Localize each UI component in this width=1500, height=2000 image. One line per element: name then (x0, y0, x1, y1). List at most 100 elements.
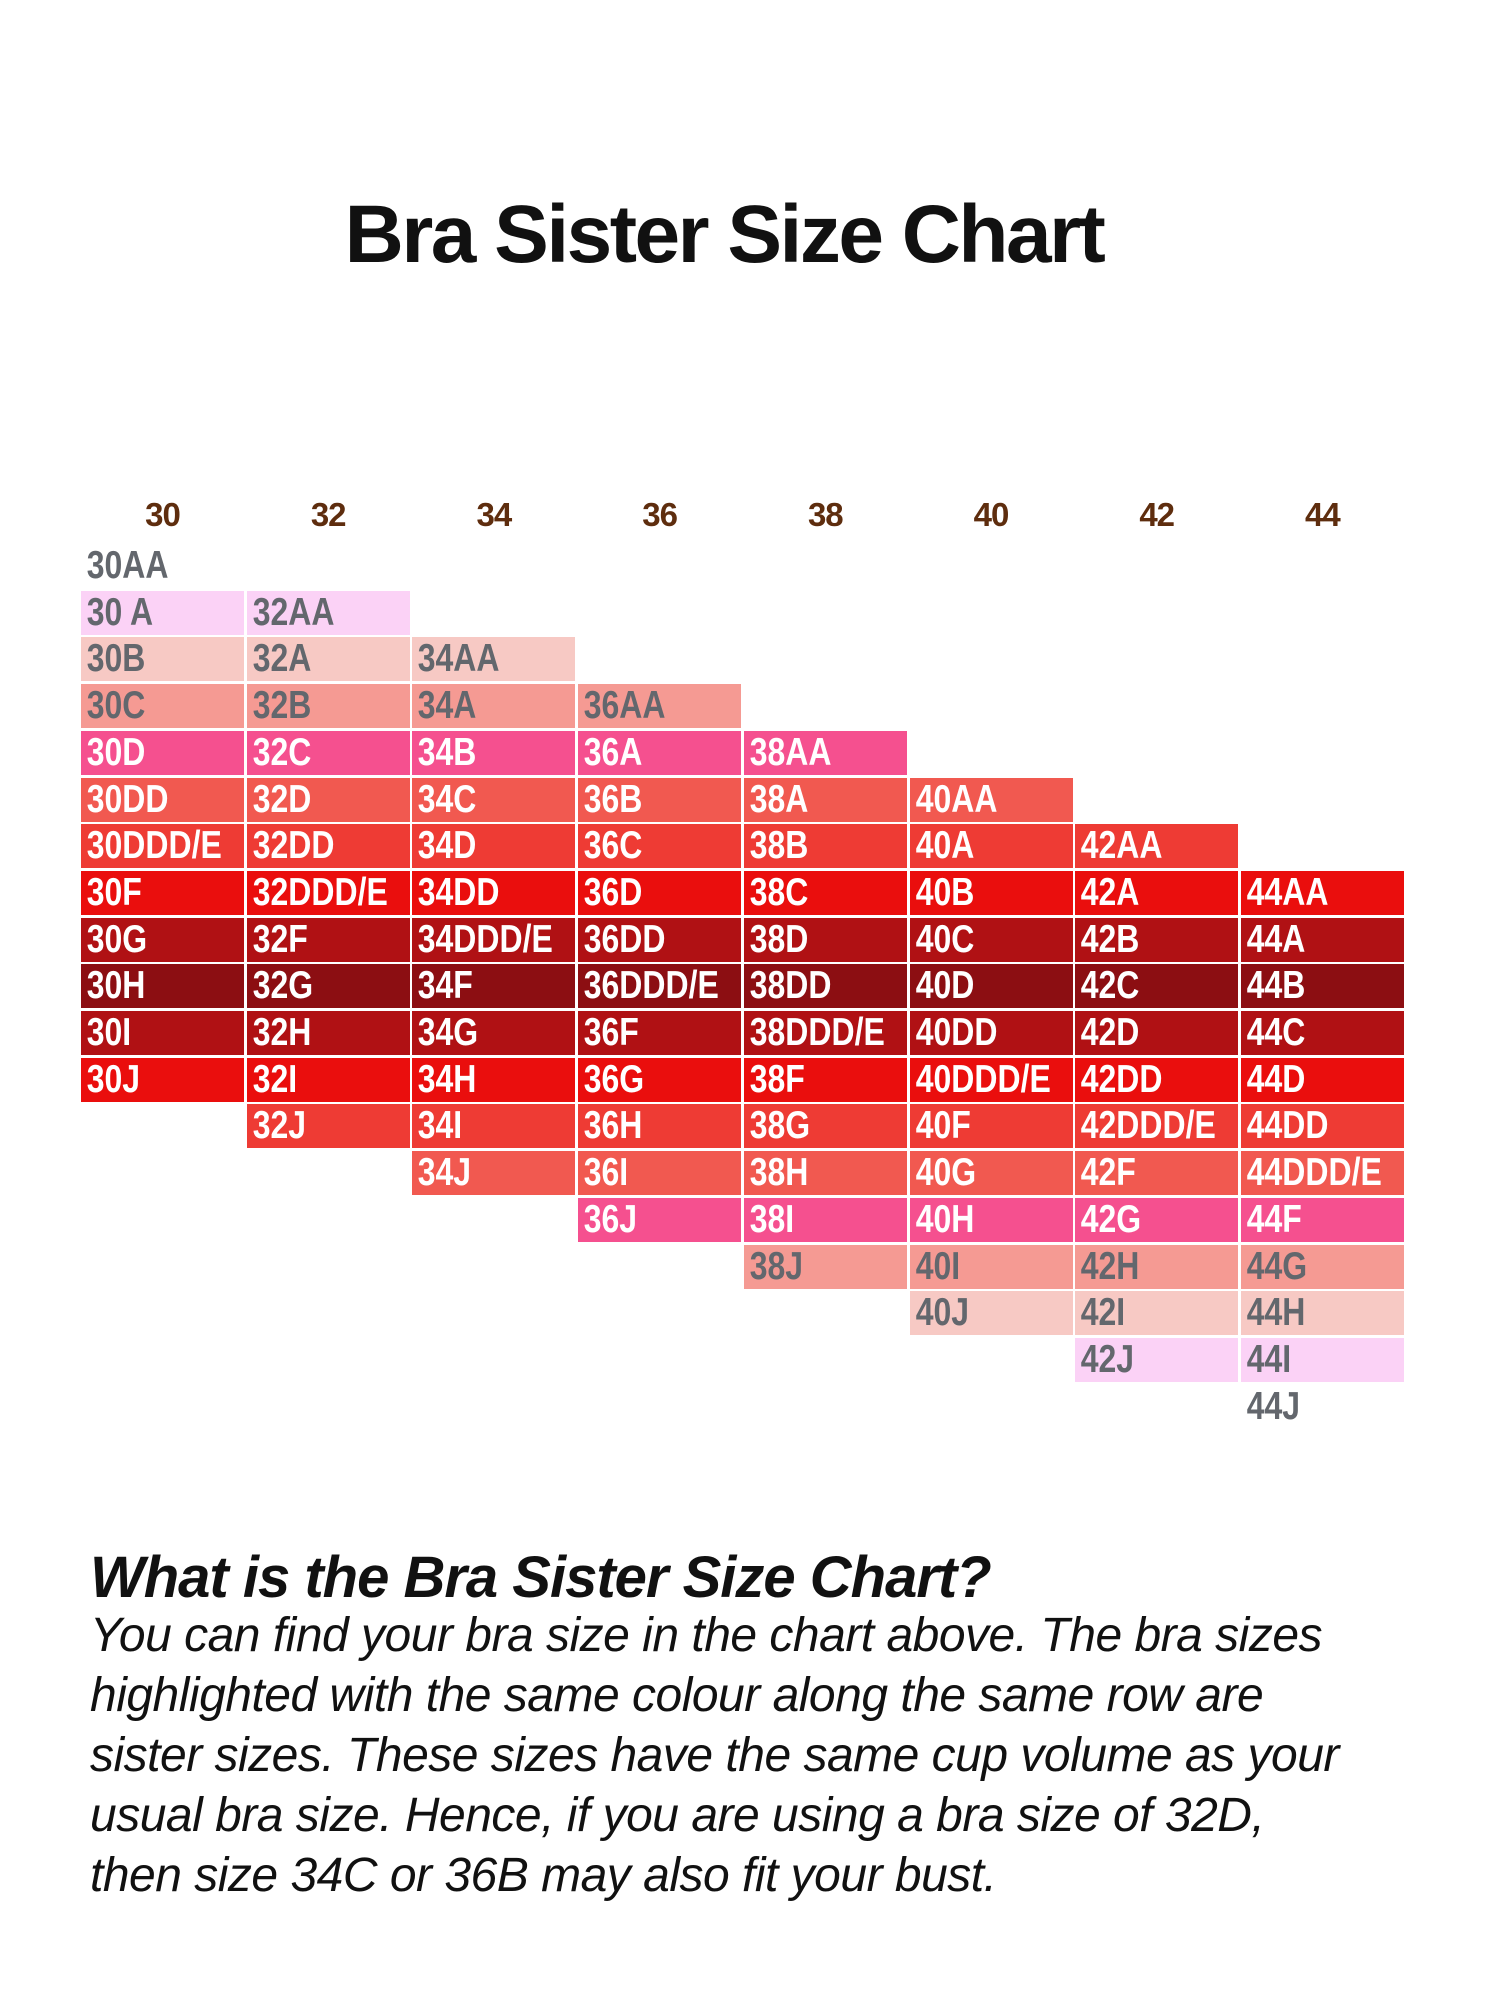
size-cell: 36DD (578, 917, 742, 962)
paragraph-line: usual bra size. Hence, if you are using … (90, 1789, 1265, 1842)
size-cell: 42I (1075, 1291, 1239, 1336)
size-cell: 38DD (743, 964, 907, 1009)
size-cell: 42J (1075, 1337, 1239, 1382)
size-cell-label: 32AA (252, 590, 335, 634)
size-cell-label: 34F (418, 964, 474, 1008)
size-cell-label: 44C (1246, 1011, 1306, 1054)
size-cell: 30B (81, 637, 244, 682)
size-cell: 40A (909, 824, 1073, 869)
size-cell-label: 34B (418, 730, 477, 774)
size-cell: 30I (81, 1011, 244, 1055)
size-cell-label: 38J (749, 1244, 803, 1288)
size-cell: 30G (81, 917, 244, 962)
size-cell-label: 40AA (915, 777, 998, 821)
size-cell-label: 30F (86, 870, 142, 914)
size-cell: 44B (1240, 964, 1404, 1009)
size-cell: 42A (1075, 870, 1239, 915)
size-cell-label: 32C (252, 730, 312, 774)
chart-title: Bra Sister Size Chart (344, 189, 1106, 280)
size-cell: 36AA (578, 684, 742, 729)
size-cell-label: 42B (1080, 917, 1140, 961)
size-cell: 34A (412, 684, 576, 729)
size-cell: 34H (412, 1057, 576, 1102)
size-cell: 34AA (412, 637, 576, 682)
size-cell: 32I (246, 1057, 410, 1102)
size-cell-label: 38C (749, 870, 809, 914)
size-cell: 34B (412, 730, 576, 775)
size-cell-label: 44DD (1246, 1104, 1329, 1148)
size-cell: 32DDD/E (246, 870, 410, 915)
size-cell: 36C (578, 824, 742, 869)
size-cell: 30C (81, 684, 244, 729)
size-cell: 38D (743, 917, 907, 962)
size-cell-label: 40D (915, 964, 974, 1008)
size-cell: 34DD (412, 870, 576, 915)
size-cell: 42B (1075, 917, 1239, 962)
size-cell: 38G (743, 1104, 907, 1149)
size-cell: 38B (743, 824, 907, 869)
size-cell: 38DDD/E (743, 1011, 907, 1055)
size-cell: 32H (246, 1011, 410, 1055)
size-cell-label: 32J (252, 1104, 306, 1148)
size-cell-label: 30I (86, 1011, 132, 1054)
size-cell: 34I (412, 1104, 576, 1149)
size-cell-label: 42I (1080, 1291, 1126, 1335)
band-header-38: 38 (807, 496, 844, 533)
size-cell-label: 32G (252, 964, 313, 1008)
size-cell: 42H (1075, 1244, 1239, 1289)
paragraph-line: sister sizes. These sizes have the same … (90, 1729, 1339, 1782)
size-cell: 40I (909, 1244, 1073, 1289)
size-cell-label: 34DD (418, 870, 500, 914)
size-cell-label: 30B (86, 637, 146, 681)
size-cell: 42G (1075, 1197, 1239, 1242)
size-cell: 40B (909, 870, 1073, 915)
size-cell: 40DDD/E (909, 1057, 1073, 1102)
size-cell: 32DD (246, 824, 410, 869)
size-cell: 30 A (81, 590, 244, 635)
band-header-42: 42 (1139, 496, 1175, 533)
size-cell: 32A (246, 637, 410, 682)
size-cell-label: 34G (418, 1011, 479, 1054)
size-cell-label: 42G (1080, 1197, 1142, 1241)
size-cell-label: 36F (583, 1011, 639, 1054)
size-cell-label: 44J (1246, 1384, 1300, 1428)
size-cell-label: 38H (749, 1151, 809, 1195)
size-cell: 42C (1075, 964, 1239, 1009)
size-cell-label: 36H (583, 1104, 643, 1148)
size-cell: 36H (578, 1104, 742, 1149)
size-cell-label: 42D (1080, 1011, 1140, 1054)
size-cell: 40AA (909, 777, 1073, 822)
size-cell-label: 32B (252, 684, 312, 728)
size-cell-label: 40C (915, 917, 974, 961)
size-cell: 34G (412, 1011, 576, 1055)
size-cell-label: 38A (749, 777, 809, 821)
size-cell: 44J (1241, 1385, 1404, 1429)
size-cell-label: 34I (418, 1104, 463, 1148)
size-cell-label: 32I (252, 1057, 297, 1101)
size-cell: 44I (1240, 1337, 1404, 1382)
size-cell: 42AA (1075, 824, 1239, 869)
size-cell-label: 42C (1080, 964, 1140, 1008)
size-cell-label: 34J (418, 1151, 472, 1195)
size-cell-label: 30H (86, 964, 146, 1008)
paragraph-line: You can find your bra size in the chart … (90, 1609, 1323, 1662)
size-cell: 38H (743, 1151, 907, 1196)
size-cell: 38I (743, 1197, 907, 1242)
size-cell-label: 30D (86, 730, 146, 774)
size-cell-label: 42DDD/E (1080, 1104, 1217, 1148)
size-cell: 38C (743, 870, 907, 915)
size-cell-label: 32H (252, 1011, 312, 1054)
size-cell: 34DDD/E (412, 917, 576, 962)
size-cell-label: 38DDD/E (749, 1011, 885, 1054)
size-cell: 30D (81, 730, 244, 775)
size-cell-label: 42J (1080, 1337, 1135, 1381)
size-cell-label: 40B (915, 870, 974, 914)
size-cell-label: 36DD (583, 917, 666, 961)
size-cell-label: 36A (583, 730, 643, 774)
size-cell: 44DDD/E (1240, 1151, 1404, 1196)
size-cell: 30J (81, 1057, 244, 1102)
size-cell: 42D (1075, 1011, 1239, 1055)
size-cell: 34J (412, 1151, 576, 1196)
size-cell-label: 42DD (1080, 1057, 1163, 1101)
